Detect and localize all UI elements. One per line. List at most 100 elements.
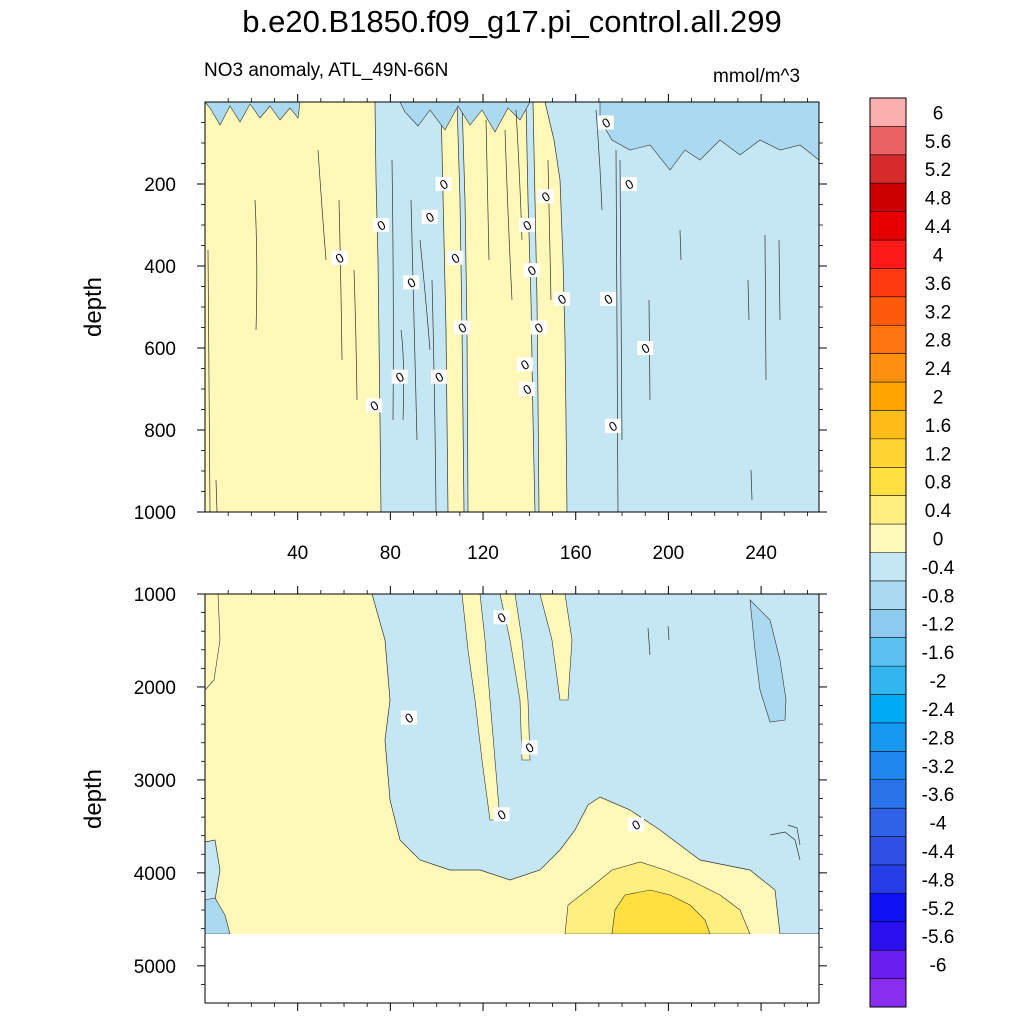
colorbar-label: 0.8 [925, 473, 951, 494]
y-tick-label: 5000 [134, 957, 176, 978]
contour-label: 0 [530, 320, 547, 336]
colorbar-swatch [870, 580, 906, 610]
colorbar-label: -6 [930, 956, 947, 977]
upper-panel-field [205, 102, 819, 512]
colorbar-swatch [870, 268, 906, 298]
colorbar-swatch [870, 524, 906, 553]
colorbar-swatch [870, 694, 906, 724]
x-tick-label: 80 [380, 543, 401, 564]
y-tick-label: 800 [144, 421, 176, 442]
y-tick-label: 4000 [134, 864, 176, 885]
contour-label: 0 [391, 369, 408, 385]
colorbar-label: -0.8 [922, 586, 955, 607]
contour-label: 0 [447, 250, 464, 267]
colorbar-swatch [870, 779, 906, 809]
upper-surface-band [399, 102, 531, 133]
colorbar-swatch [870, 921, 906, 951]
y-tick-label: 2000 [134, 678, 176, 699]
contour-label: 0 [519, 381, 536, 398]
colorbar-label: -3.2 [922, 757, 955, 778]
colorbar-label: -1.6 [922, 643, 955, 664]
contour-label: 0 [521, 740, 538, 756]
colorbar-label: 1.6 [925, 416, 951, 437]
upper-surface-band [205, 102, 301, 126]
colorbar-swatch [870, 126, 906, 156]
colorbar-swatch [870, 978, 906, 1008]
lower-negative-patch [749, 599, 787, 723]
colorbar-label: -4.4 [922, 842, 955, 863]
contour-label: 0 [519, 217, 536, 234]
contour-label: 0 [421, 209, 438, 226]
colorbar-swatch [870, 382, 906, 411]
contour-label: 0 [454, 320, 471, 336]
colorbar-label: 4 [933, 245, 944, 266]
colorbar-label: 0 [933, 530, 944, 551]
colorbar-swatch [870, 211, 906, 241]
y-tick-label: 200 [144, 175, 176, 196]
x-tick-label: 160 [560, 543, 592, 564]
lower-contour-lines [647, 625, 801, 861]
colorbar-swatch [870, 183, 906, 212]
contour-label: 0 [400, 710, 417, 726]
colorbar-label: -2.4 [922, 700, 955, 721]
colorbar-swatch [870, 637, 906, 667]
y-tick-label: 400 [144, 257, 176, 278]
colorbar-label: 0.4 [925, 501, 952, 522]
y-tick-label: 1000 [134, 585, 176, 606]
contour-label: 0 [627, 817, 644, 833]
contour-label: 0 [493, 806, 510, 823]
colorbar-label: 4.8 [925, 189, 951, 210]
colorbar-swatch [870, 666, 906, 695]
colorbar-swatch [870, 722, 906, 752]
colorbar-swatch [870, 836, 906, 866]
lower-negative-patch [205, 897, 231, 935]
contour-label: 0 [435, 176, 452, 193]
colorbar-swatch [870, 864, 906, 894]
colorbar-swatch [870, 438, 906, 468]
colorbar-label: -1.2 [922, 615, 955, 636]
colorbar-label: -5.2 [922, 899, 955, 920]
chart-title: b.e20.B1850.f09_g17.pi_control.all.299 [242, 4, 782, 39]
colorbar-label: 5.6 [925, 132, 951, 153]
colorbar-frame [869, 97, 907, 1008]
contour-label: 0 [493, 609, 510, 626]
colorbar-label: 3.6 [925, 274, 951, 295]
y-tick-label: 600 [144, 339, 176, 360]
contour-label: 0 [431, 369, 448, 385]
y-tick-label: 1000 [134, 503, 176, 524]
chart-subtitle: NO3 anomaly, ATL_49N-66N [204, 60, 449, 81]
upper-negative-region [456, 102, 469, 512]
x-tick-label: 120 [467, 543, 499, 564]
colorbar-swatch [870, 609, 906, 639]
contour-label: 0 [366, 398, 383, 414]
contour-label: 0 [621, 176, 638, 193]
colorbar-label: 6 [933, 103, 944, 124]
colorbar-swatch [870, 410, 906, 440]
lower-positive-streak [205, 594, 221, 691]
colorbar-label: 2.8 [925, 331, 951, 352]
colorbar-swatch [870, 154, 906, 184]
colorbar-label: 2.4 [925, 359, 952, 380]
colorbar-swatch [870, 552, 906, 582]
lower-positive-streak [499, 594, 531, 761]
colorbar-label: -0.4 [922, 558, 955, 579]
colorbar-swatch [870, 98, 906, 127]
y-tick-label: 3000 [134, 771, 176, 792]
units-label: mmol/m^3 [713, 66, 801, 87]
colorbar-label: -2 [930, 672, 947, 693]
upper-y-axis-label: depth [80, 277, 107, 337]
colorbar-swatch [870, 353, 906, 383]
colorbar-swatch [870, 467, 906, 496]
colorbar-swatch [870, 808, 906, 837]
colorbar-label: 3.2 [925, 302, 951, 323]
colorbar-swatch [870, 296, 906, 326]
colorbar-label: -4.8 [922, 870, 955, 891]
x-tick-label: 200 [653, 543, 685, 564]
colorbar-swatch [870, 751, 906, 781]
contour-label: 0 [331, 250, 348, 267]
colorbar-swatch [870, 950, 906, 979]
contour-label: 0 [553, 291, 570, 308]
lower-no-data-area [205, 934, 819, 1003]
colorbar-label: 2 [933, 387, 944, 408]
